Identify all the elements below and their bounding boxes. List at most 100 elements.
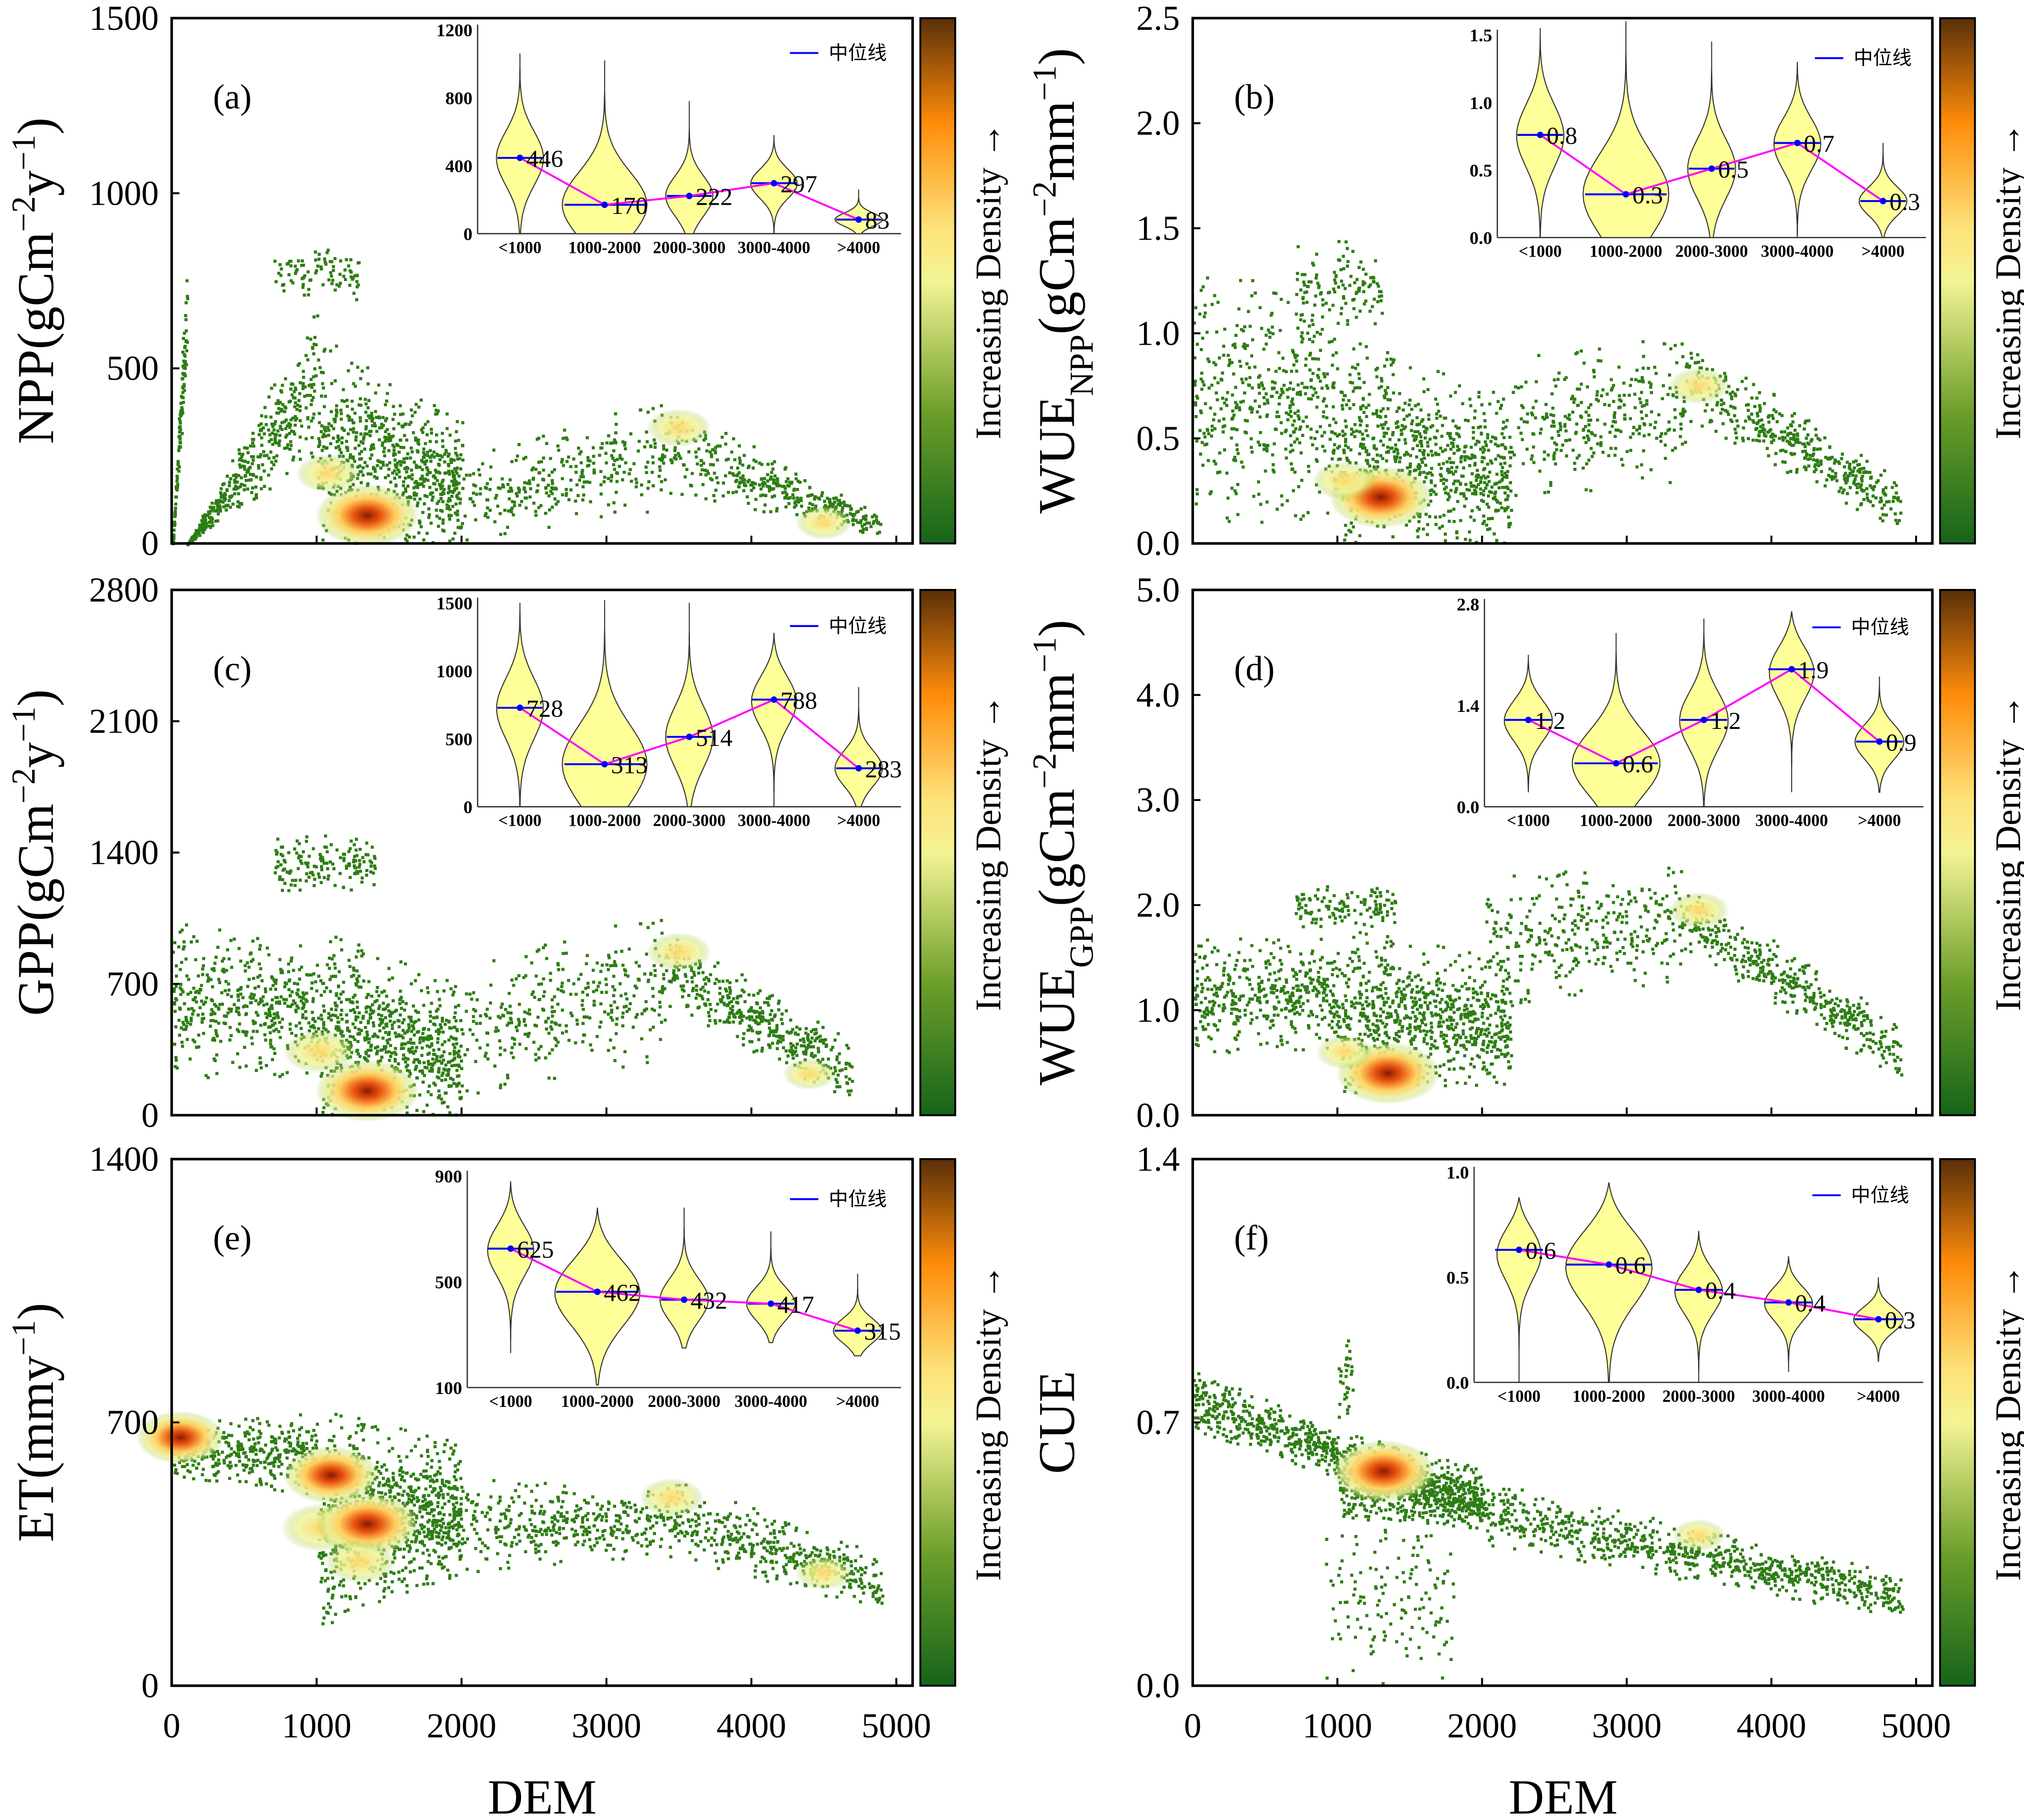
scatter-point	[1452, 520, 1456, 523]
scatter-point	[359, 847, 362, 851]
scatter-point	[565, 436, 568, 440]
scatter-point	[1379, 439, 1383, 443]
scatter-point	[1705, 403, 1709, 407]
scatter-point	[751, 466, 755, 470]
scatter-point	[1268, 336, 1272, 339]
scatter-point	[1554, 462, 1557, 466]
scatter-point	[1273, 442, 1276, 446]
scatter-point	[200, 999, 203, 1003]
scatter-point	[833, 500, 836, 504]
scatter-point	[258, 455, 262, 459]
scatter-point	[275, 402, 278, 405]
scatter-point	[591, 446, 595, 449]
scatter-point	[349, 258, 353, 262]
scatter-point	[1673, 416, 1677, 420]
scatter-point	[353, 274, 357, 278]
scatter-point	[205, 996, 208, 1000]
scatter-point	[1311, 262, 1314, 265]
scatter-point	[661, 458, 664, 461]
scatter-point	[1234, 401, 1237, 404]
scatter-point	[237, 492, 241, 496]
scatter-point	[646, 460, 650, 464]
scatter-point	[335, 344, 338, 348]
scatter-point	[1355, 278, 1359, 281]
scatter-point	[645, 471, 648, 474]
scatter-point	[1452, 508, 1456, 511]
scatter-point	[289, 387, 293, 391]
scatter-point	[706, 472, 710, 475]
scatter-point	[662, 461, 665, 465]
scatter-point	[1468, 464, 1471, 467]
scatter-point	[294, 401, 297, 405]
scatter-point	[1530, 457, 1533, 461]
scatter-point	[784, 487, 787, 490]
scatter-point	[722, 481, 725, 485]
scatter-point	[1757, 419, 1761, 423]
scatter-point	[178, 430, 181, 434]
scatter-point	[517, 490, 521, 494]
scatter-point	[262, 450, 265, 454]
scatter-point	[228, 484, 231, 487]
scatter-point	[808, 502, 812, 505]
scatter-point	[1803, 421, 1807, 425]
scatter-point	[599, 483, 603, 487]
scatter-point	[1673, 344, 1677, 347]
scatter-point	[378, 460, 381, 464]
scatter-point	[1258, 415, 1262, 419]
scatter-point	[317, 872, 320, 876]
scatter-point	[441, 491, 445, 494]
scatter-point	[185, 329, 188, 333]
scatter-point	[1455, 536, 1459, 540]
scatter-point	[441, 1030, 445, 1034]
scatter-point	[269, 987, 273, 991]
scatter-point	[227, 988, 231, 992]
scatter-point	[420, 428, 423, 431]
scatter-point	[1619, 430, 1623, 433]
scatter-point	[238, 502, 241, 505]
scatter-point	[386, 436, 390, 440]
scatter-point	[279, 1036, 282, 1039]
scatter-point	[280, 384, 284, 387]
scatter-point	[357, 283, 360, 287]
scatter-point	[1207, 432, 1211, 436]
scatter-point	[378, 1029, 381, 1033]
scatter-point	[409, 1018, 412, 1021]
scatter-point	[1662, 342, 1666, 346]
scatter-point	[1564, 414, 1567, 418]
scatter-point	[638, 440, 641, 443]
scatter-point	[557, 448, 561, 452]
scatter-point	[1828, 446, 1832, 449]
scatter-point	[1225, 471, 1229, 475]
scatter-point	[1395, 409, 1399, 413]
scatter-point	[1463, 458, 1467, 462]
scatter-point	[180, 406, 184, 409]
scatter-point	[1265, 342, 1268, 346]
scatter-point	[694, 450, 698, 454]
scatter-point	[330, 274, 333, 278]
scatter-point	[298, 1021, 302, 1025]
scatter-point	[184, 1016, 188, 1019]
scatter-point	[250, 960, 253, 963]
scatter-point	[373, 422, 376, 425]
scatter-point	[273, 1052, 277, 1055]
median-point	[1622, 191, 1629, 198]
scatter-point	[1450, 470, 1453, 474]
scatter-point	[662, 444, 665, 448]
scatter-point	[547, 494, 551, 498]
scatter-point	[324, 429, 327, 432]
scatter-point	[348, 847, 352, 851]
scatter-point	[1288, 387, 1291, 390]
scatter-point	[1250, 386, 1254, 390]
scatter-point	[1856, 469, 1860, 473]
scatter-point	[279, 389, 283, 392]
scatter-point	[1401, 424, 1404, 427]
scatter-point	[1505, 419, 1509, 422]
scatter-point	[437, 409, 440, 413]
scatter-point	[361, 441, 365, 445]
scatter-point	[1835, 479, 1839, 482]
scatter-point	[1323, 431, 1326, 434]
scatter-point	[1845, 479, 1849, 482]
scatter-point	[1441, 462, 1445, 465]
scatter-point	[1806, 433, 1810, 437]
scatter-point	[305, 1071, 309, 1075]
